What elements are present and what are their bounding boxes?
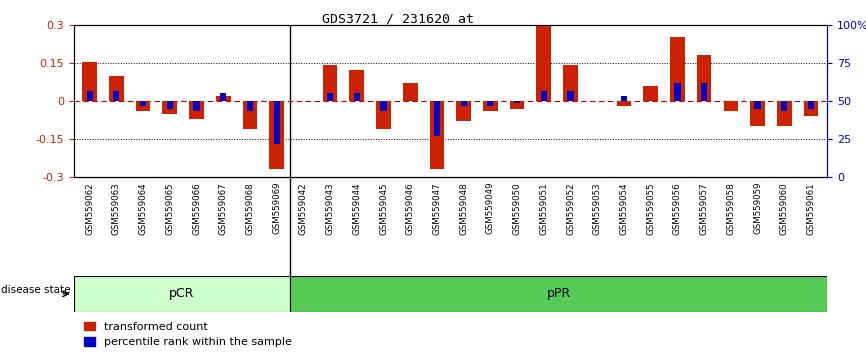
Text: GSM559065: GSM559065 (165, 182, 174, 235)
Text: pPR: pPR (546, 287, 571, 300)
Text: GSM559062: GSM559062 (85, 182, 94, 235)
Bar (781, 101, 787, 111)
Text: GSM559045: GSM559045 (379, 182, 388, 235)
Bar (804, 101, 818, 116)
Bar (247, 101, 253, 111)
Text: GSM559050: GSM559050 (513, 182, 521, 235)
Bar (350, 70, 365, 101)
Bar (403, 83, 417, 101)
Text: GSM559066: GSM559066 (192, 182, 201, 235)
Bar (167, 101, 173, 108)
Bar (327, 93, 333, 101)
Bar (540, 91, 547, 101)
Bar (242, 101, 257, 129)
Bar (483, 101, 498, 111)
Text: GSM559059: GSM559059 (753, 182, 762, 234)
Bar (488, 101, 494, 106)
Bar (216, 96, 230, 101)
Bar (670, 38, 685, 101)
Text: GSM559060: GSM559060 (779, 182, 789, 235)
Text: GSM559043: GSM559043 (326, 182, 334, 235)
Text: GSM559053: GSM559053 (592, 182, 602, 235)
Bar (274, 101, 280, 144)
Bar (82, 62, 97, 101)
Bar (697, 55, 712, 101)
Bar (643, 86, 658, 101)
Bar (220, 93, 226, 101)
Bar (723, 101, 738, 111)
Bar (456, 101, 471, 121)
Bar (376, 101, 391, 129)
Bar (109, 75, 124, 101)
Bar (269, 101, 284, 170)
Bar (140, 101, 146, 106)
Bar (777, 101, 792, 126)
Text: GSM559052: GSM559052 (566, 182, 575, 235)
Text: GSM559061: GSM559061 (806, 182, 816, 235)
Bar (323, 65, 338, 101)
Bar (621, 96, 627, 101)
Bar (750, 101, 765, 126)
Bar (163, 101, 178, 114)
Bar (617, 101, 631, 106)
Bar (189, 101, 204, 119)
Text: GSM559069: GSM559069 (272, 182, 281, 234)
Text: GSM559055: GSM559055 (646, 182, 656, 235)
Text: GSM559042: GSM559042 (299, 182, 308, 235)
Text: GSM559048: GSM559048 (459, 182, 469, 235)
Text: GSM559047: GSM559047 (432, 182, 442, 235)
Text: GSM559046: GSM559046 (406, 182, 415, 235)
Text: GSM559068: GSM559068 (245, 182, 255, 235)
Bar (536, 25, 551, 101)
Text: GSM559044: GSM559044 (352, 182, 361, 235)
Bar (193, 101, 199, 111)
Text: GSM559056: GSM559056 (673, 182, 682, 235)
Text: GDS3721 / 231620_at: GDS3721 / 231620_at (322, 12, 475, 25)
Bar (563, 65, 578, 101)
Bar (74, 276, 290, 312)
Text: GSM559051: GSM559051 (540, 182, 548, 235)
Bar (808, 101, 814, 108)
Bar (567, 91, 573, 101)
Bar (87, 91, 93, 101)
Text: GSM559057: GSM559057 (700, 182, 708, 235)
Legend: transformed count, percentile rank within the sample: transformed count, percentile rank withi… (79, 317, 296, 352)
Bar (113, 91, 120, 101)
Text: pCR: pCR (169, 287, 195, 300)
Bar (380, 101, 386, 111)
Bar (510, 101, 525, 108)
Text: GSM559058: GSM559058 (727, 182, 735, 235)
Bar (514, 101, 520, 103)
Text: GSM559064: GSM559064 (139, 182, 147, 235)
Bar (430, 101, 444, 170)
Text: disease state: disease state (1, 285, 70, 295)
Text: GSM559063: GSM559063 (112, 182, 121, 235)
Text: GSM559054: GSM559054 (619, 182, 629, 235)
Bar (353, 93, 360, 101)
Bar (461, 101, 467, 106)
Bar (290, 276, 827, 312)
Bar (754, 101, 760, 108)
Bar (675, 83, 681, 101)
Text: GSM559049: GSM559049 (486, 182, 494, 234)
Bar (434, 101, 440, 136)
Text: GSM559067: GSM559067 (219, 182, 228, 235)
Bar (701, 83, 708, 101)
Bar (136, 101, 151, 111)
